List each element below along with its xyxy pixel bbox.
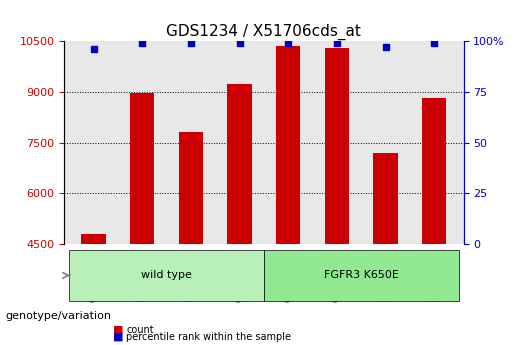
Bar	[130, 93, 154, 244]
Text: genotype/variation: genotype/variation	[5, 311, 111, 321]
Text: count: count	[126, 325, 154, 335]
Bar	[228, 83, 252, 244]
Text: wild type: wild type	[141, 270, 192, 280]
Bar	[325, 48, 349, 244]
Bar	[373, 153, 398, 244]
Text: ■: ■	[113, 332, 124, 342]
Text: percentile rank within the sample: percentile rank within the sample	[126, 332, 291, 342]
FancyBboxPatch shape	[69, 250, 264, 301]
Title: GDS1234 / X51706cds_at: GDS1234 / X51706cds_at	[166, 24, 362, 40]
Bar	[179, 132, 203, 244]
Text: FGFR3 K650E: FGFR3 K650E	[324, 270, 399, 280]
Bar	[81, 234, 106, 244]
Bar	[276, 47, 300, 244]
Text: ■: ■	[113, 325, 124, 335]
FancyBboxPatch shape	[264, 250, 459, 301]
Bar	[422, 98, 447, 244]
